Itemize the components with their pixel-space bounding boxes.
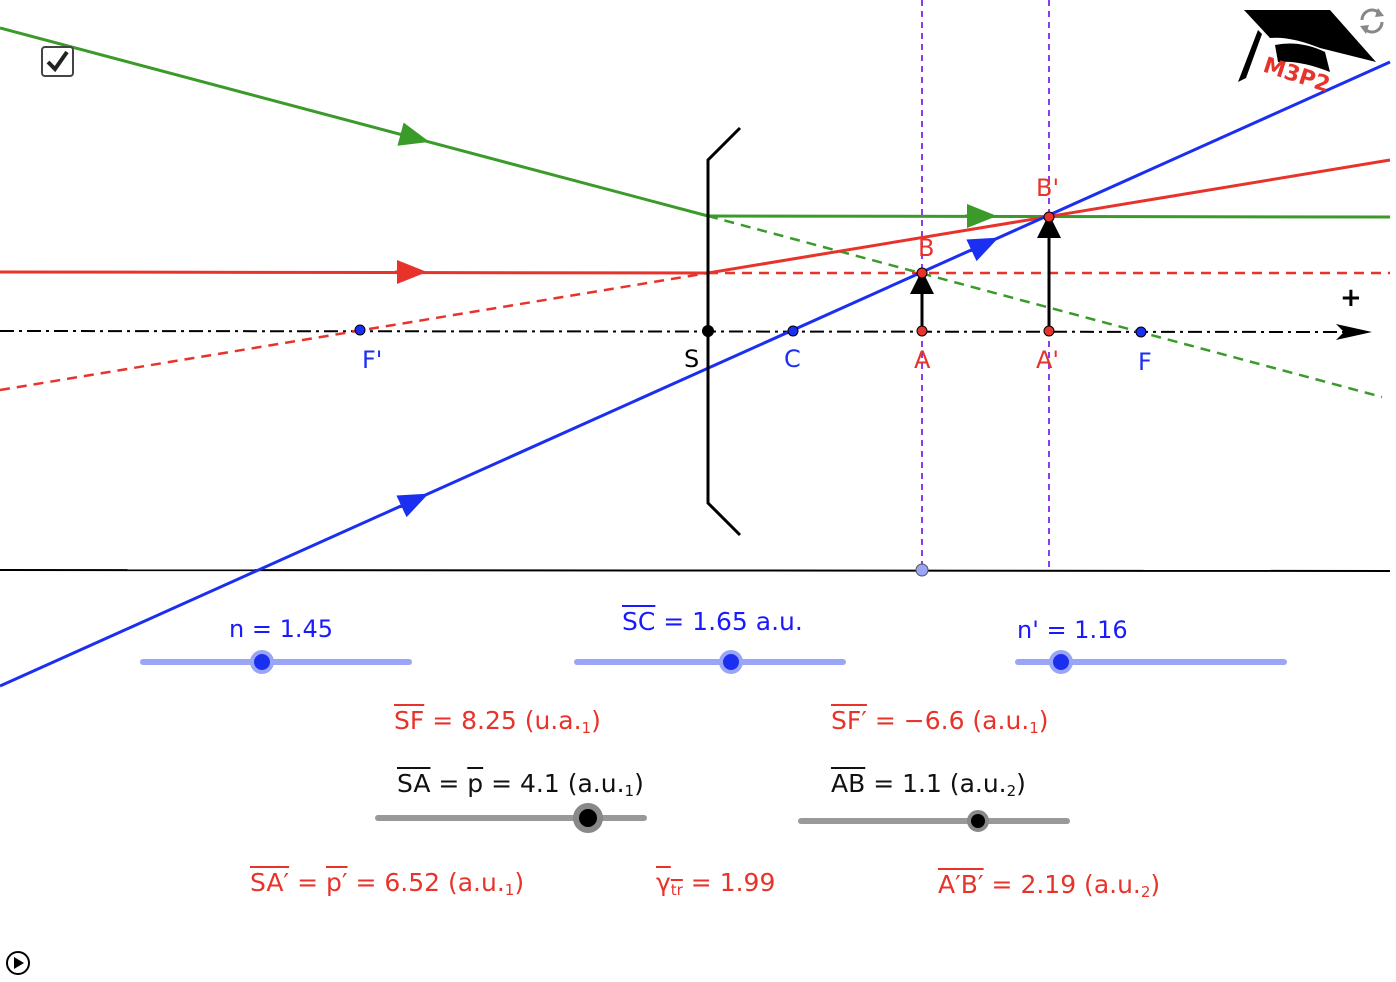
green-ray-extension (707, 214, 1383, 399)
point-A-prime[interactable] (1043, 325, 1055, 337)
slider-ab-handle[interactable] (967, 810, 989, 832)
slider-sa-label: SA = p = 4.1 (a.u.1) (397, 769, 644, 800)
slider-n-prime-handle[interactable] (1049, 650, 1073, 674)
result-SF: SF = 8.25 (u.a.1) (394, 706, 601, 737)
result-SA-prime: SA′ = p′ = 6.52 (a.u.1) (250, 868, 525, 899)
point-B-prime[interactable] (1043, 211, 1055, 223)
label-A-prime: A' (1036, 346, 1059, 374)
axis-arrow-icon (1336, 324, 1372, 340)
point-F-prime[interactable] (354, 324, 366, 336)
red-ray-incident (0, 270, 709, 275)
slider-n-handle[interactable] (250, 650, 274, 674)
blue-ray (0, 60, 1391, 688)
point-A[interactable] (916, 325, 928, 337)
m3p2-logo: M3P2 (1238, 10, 1376, 98)
slider-sc-handle[interactable] (719, 650, 743, 674)
label-F: F (1138, 348, 1152, 376)
slider-n-label: n = 1.45 (229, 615, 334, 643)
base-point[interactable] (915, 563, 929, 577)
result-AB-prime: A′B′ = 2.19 (a.u.2) (938, 870, 1161, 901)
slider-sa-handle[interactable] (573, 803, 603, 833)
blue-ray-arrow (966, 237, 999, 262)
point-S[interactable] (702, 325, 714, 337)
slider-ab-label: AB = 1.1 (a.u.2) (831, 769, 1026, 800)
optical-axis (0, 330, 1346, 333)
label-B: B (918, 234, 934, 262)
green-ray-arrow (397, 122, 430, 146)
axis-plus-sign: + (1340, 283, 1362, 313)
show-rays-checkbox[interactable] (41, 46, 74, 77)
green-ray-incident (0, 26, 709, 218)
play-icon[interactable] (6, 951, 30, 975)
label-C: C (784, 345, 801, 373)
point-C[interactable] (787, 325, 799, 337)
result-gamma: γtr = 1.99 (656, 868, 776, 899)
label-B-prime: B' (1036, 174, 1059, 202)
reset-icon[interactable] (1360, 8, 1384, 34)
point-F[interactable] (1135, 326, 1147, 338)
label-F-prime: F' (362, 346, 382, 374)
base-line (0, 569, 1391, 572)
checkmark-icon (46, 50, 69, 73)
slider-n-prime-label: n' = 1.16 (1017, 616, 1128, 644)
result-SF-prime: SF′ = −6.6 (a.u.1) (831, 706, 1049, 737)
blue-ray-arrow (396, 493, 429, 518)
label-A: A (914, 346, 931, 374)
label-S: S (684, 345, 699, 373)
point-B[interactable] (916, 267, 928, 279)
red-ray-extension (0, 271, 709, 392)
slider-sc-label: SC = 1.65 a.u. (622, 607, 803, 636)
